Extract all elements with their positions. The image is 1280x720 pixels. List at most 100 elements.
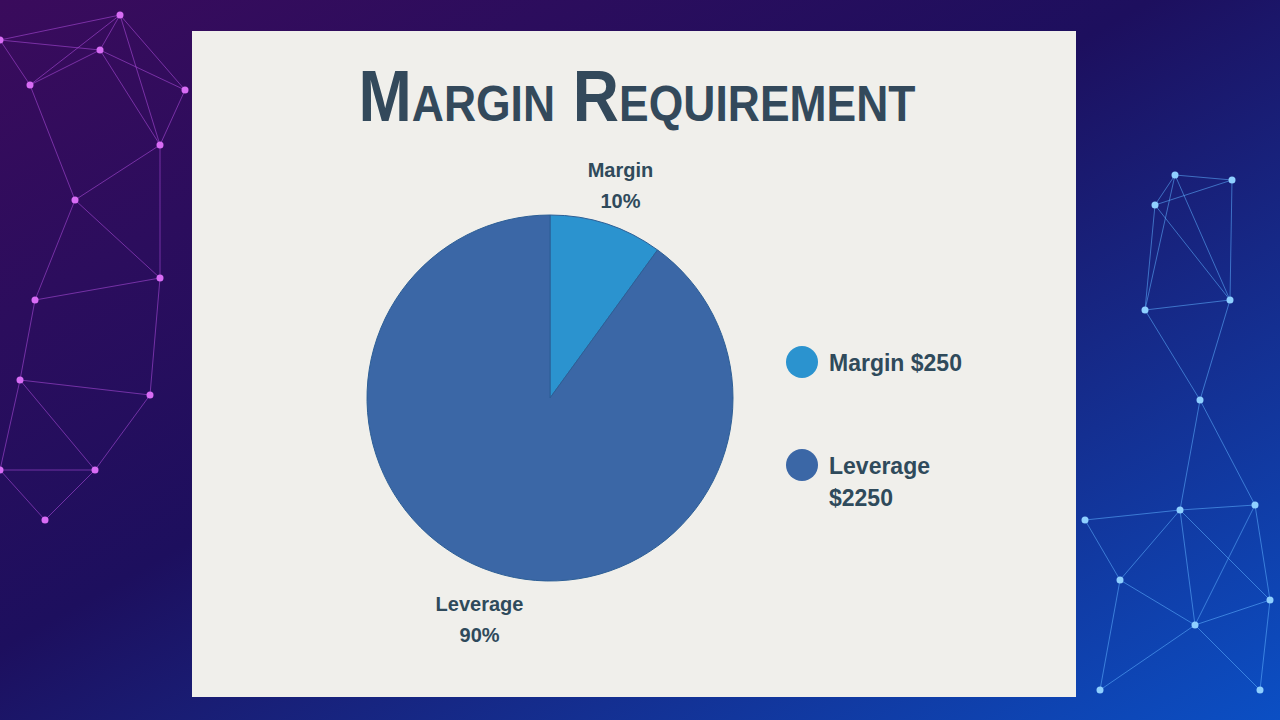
network-node <box>1082 517 1089 524</box>
network-node <box>1229 177 1236 184</box>
network-line <box>1145 175 1175 310</box>
legend: Margin $250 Leverage $2250 <box>786 346 962 511</box>
slice-label: Leverage 90% <box>436 593 524 646</box>
legend-name: Margin <box>829 350 904 376</box>
title: Margin Requirement <box>359 56 916 136</box>
pie-slice <box>367 215 733 581</box>
network-decoration <box>1082 172 1274 694</box>
slice-label: Margin 10% <box>588 159 654 212</box>
network-node <box>0 37 4 44</box>
network-line <box>1195 600 1270 625</box>
network-line <box>0 15 120 40</box>
network-node <box>1142 307 1149 314</box>
pie <box>367 215 733 581</box>
network-node <box>1152 202 1159 209</box>
network-line <box>30 50 100 85</box>
network-node <box>1227 297 1234 304</box>
network-node <box>97 47 104 54</box>
network-node <box>157 275 164 282</box>
network-line <box>1120 510 1180 580</box>
network-line <box>1145 205 1155 310</box>
network-line <box>1100 625 1195 690</box>
network-line <box>30 15 120 85</box>
network-line <box>20 300 35 380</box>
network-line <box>75 145 160 200</box>
network-line <box>0 40 30 85</box>
network-line <box>35 278 160 300</box>
network-node <box>1252 502 1259 509</box>
network-node <box>27 82 34 89</box>
card <box>192 31 1076 697</box>
network-line <box>1180 505 1255 510</box>
network-line <box>1180 510 1270 600</box>
network-line <box>0 40 100 50</box>
network-line <box>1155 205 1230 300</box>
background <box>0 0 1280 720</box>
legend-amount: $2250 <box>829 485 893 511</box>
network-line <box>100 50 185 90</box>
network-line <box>1255 505 1270 600</box>
network-line <box>0 470 95 471</box>
network-node <box>1172 172 1179 179</box>
network-line <box>45 470 95 520</box>
network-line <box>0 380 20 470</box>
legend-entry: Margin $250 <box>829 350 962 376</box>
network-line <box>30 85 75 200</box>
slice-label-category: Margin <box>588 159 654 181</box>
network-node <box>1257 687 1264 694</box>
network-line <box>1100 580 1120 690</box>
network-node <box>1177 507 1184 514</box>
network-node <box>0 467 4 474</box>
network-line <box>1200 300 1230 400</box>
network-line <box>1175 175 1232 180</box>
network-node <box>1117 577 1124 584</box>
network-node <box>17 377 24 384</box>
legend-swatch <box>786 449 818 481</box>
network-line <box>120 15 185 90</box>
network-node <box>1197 397 1204 404</box>
network-node <box>1097 687 1104 694</box>
network-line <box>160 90 185 145</box>
network-line <box>1175 175 1230 300</box>
network-line <box>1155 180 1232 205</box>
network-node <box>157 142 164 149</box>
network-line <box>1195 505 1255 625</box>
chart-root: Margin RequirementMargin10%Leverage90%Ma… <box>0 0 1280 720</box>
network-line <box>20 380 95 470</box>
network-line <box>75 200 160 278</box>
network-node <box>1267 597 1274 604</box>
network-line <box>1195 625 1260 690</box>
network-line <box>35 200 75 300</box>
network-decoration <box>0 12 189 524</box>
slice-label-category: Leverage <box>436 593 524 615</box>
network-line <box>1145 310 1200 400</box>
network-line <box>0 470 45 520</box>
network-node <box>147 392 154 399</box>
legend-name: Leverage <box>829 453 930 479</box>
network-line <box>120 15 160 145</box>
network-node <box>32 297 39 304</box>
network-line <box>100 15 120 50</box>
network-node <box>1192 622 1199 629</box>
network-line <box>1085 510 1180 520</box>
network-line <box>1230 180 1232 300</box>
slice-label-value: 90% <box>460 624 500 646</box>
network-line <box>1120 580 1195 625</box>
network-node <box>92 467 99 474</box>
legend-entry: Leverage $2250 <box>829 453 930 511</box>
network-node <box>117 12 124 19</box>
network-line <box>1085 520 1120 580</box>
network-line <box>1200 400 1255 505</box>
network-line <box>1145 300 1230 310</box>
network-line <box>150 278 160 395</box>
data-labels: Margin 10% Leverage 90% <box>436 159 654 646</box>
network-node <box>42 517 49 524</box>
network-node <box>72 197 79 204</box>
slice-label-value: 10% <box>600 190 640 212</box>
legend-amount: $250 <box>904 350 962 376</box>
network-line <box>1180 400 1200 510</box>
network-node <box>182 87 189 94</box>
network-line <box>95 395 150 470</box>
network-line <box>1260 600 1270 690</box>
network-line <box>160 145 161 278</box>
